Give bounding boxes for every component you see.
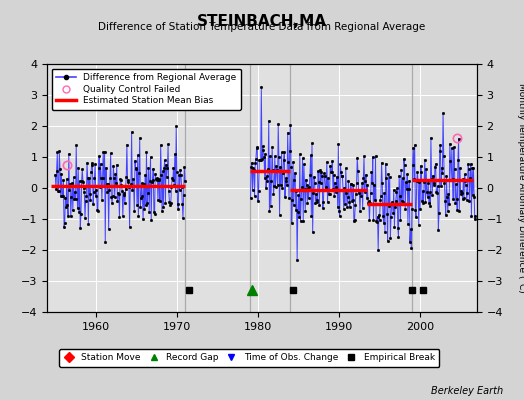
- Y-axis label: Monthly Temperature Anomaly Difference (°C): Monthly Temperature Anomaly Difference (…: [517, 83, 524, 293]
- Text: STEINBACH,MA: STEINBACH,MA: [197, 14, 327, 29]
- Legend: Station Move, Record Gap, Time of Obs. Change, Empirical Break: Station Move, Record Gap, Time of Obs. C…: [59, 349, 439, 367]
- Text: Difference of Station Temperature Data from Regional Average: Difference of Station Temperature Data f…: [99, 22, 425, 32]
- Text: Berkeley Earth: Berkeley Earth: [431, 386, 503, 396]
